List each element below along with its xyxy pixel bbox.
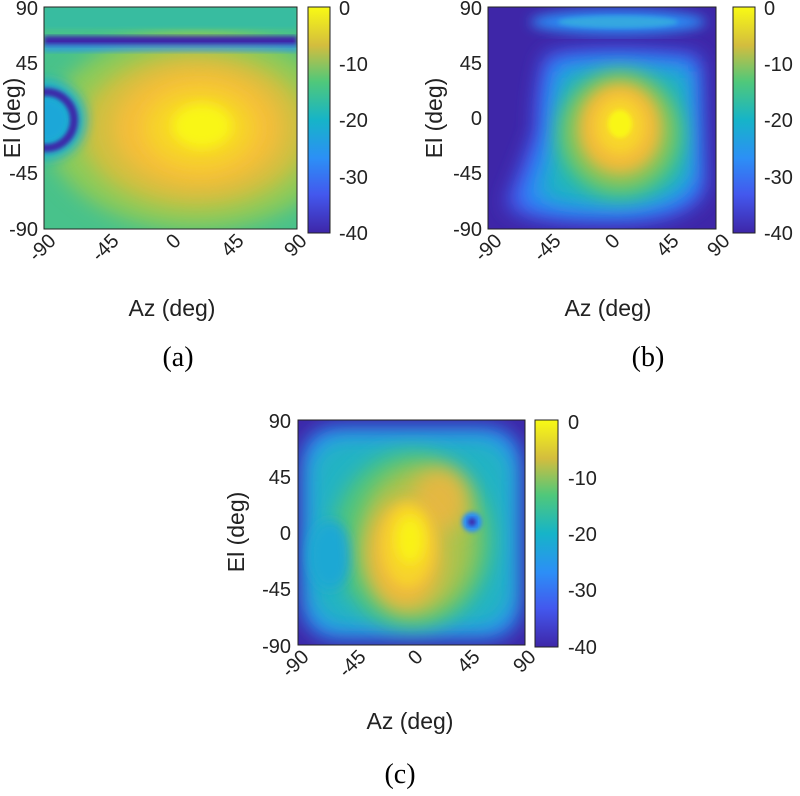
ylabel-a: El (deg)	[0, 78, 25, 159]
colorbar-c	[534, 419, 559, 648]
colorbar-tick-label: -30	[764, 167, 793, 189]
heatmap-c	[298, 420, 525, 645]
colorbar-tick-label: -40	[764, 223, 793, 245]
ytick-label: 45	[269, 467, 291, 489]
xtick-label: 0	[601, 230, 624, 253]
ylabel-c: El (deg)	[223, 492, 249, 573]
xtick-label: 90	[280, 230, 311, 261]
colorbar-tick-label: -20	[339, 110, 368, 132]
ytick-label: -90	[453, 219, 482, 241]
colorbar-b	[732, 6, 756, 234]
colorbar-tick-label: 0	[764, 0, 775, 20]
colorbar-a	[307, 6, 331, 234]
colorbar-tick-label: -30	[339, 167, 368, 189]
ytick-label: 45	[460, 53, 482, 75]
xticks-b: -90 -45 0 45 90	[471, 230, 735, 266]
xlabel-a: Az (deg)	[129, 295, 216, 321]
panel-b: 90 45 0 -45 -90 -90 -45 0 45 90 Az (deg)…	[421, 0, 793, 373]
ylabel-b: El (deg)	[421, 78, 447, 159]
heatmap-a	[44, 7, 297, 229]
xtick-label: 0	[404, 646, 427, 669]
caption-a: (a)	[162, 342, 193, 373]
colorbar-tick-label: -40	[568, 637, 597, 659]
colorbar-ticks-a: 0 -10 -20 -30 -40	[339, 0, 368, 245]
caption-b: (b)	[632, 342, 665, 373]
yticks-b: 90 45 0 -45 -90	[453, 0, 482, 241]
colorbar-tick-label: -10	[339, 54, 368, 76]
colorbar-ticks-b: 0 -10 -20 -30 -40	[764, 0, 793, 245]
axes-frame-a	[43, 6, 298, 230]
ytick-label: -90	[262, 636, 291, 658]
yticks-a: 90 45 0 -45 -90	[9, 0, 38, 241]
xtick-label: 45	[453, 646, 484, 677]
ytick-label: -90	[9, 219, 38, 241]
xtick-label: 90	[703, 230, 734, 261]
yticks-c: 90 45 0 -45 -90	[262, 411, 291, 658]
colorbar-tick-label: -20	[764, 110, 793, 132]
xtick-label: -45	[530, 230, 566, 266]
colorbar-tick-label: 0	[568, 412, 579, 434]
colorbar-ticks-c: 0 -10 -20 -30 -40	[568, 412, 597, 659]
xtick-label: -45	[335, 646, 371, 682]
ytick-label: 90	[269, 411, 291, 433]
xlabel-c: Az (deg)	[367, 708, 454, 734]
panel-a: 90 45 0 -45 -90 -90 -45 0 45 90 Az (deg)…	[0, 0, 368, 373]
xticks-c: -90 -45 0 45 90	[278, 646, 541, 682]
ytick-label: -45	[9, 163, 38, 185]
colorbar-tick-label: 0	[339, 0, 350, 20]
colorbar-tick-label: -30	[568, 580, 597, 602]
caption-c: (c)	[384, 759, 415, 790]
colorbar-tick-label: -10	[568, 468, 597, 490]
colorbar-tick-label: -20	[568, 524, 597, 546]
xticks-a: -90 -45 0 45 90	[25, 230, 312, 266]
xlabel-b: Az (deg)	[565, 295, 652, 321]
xtick-label: 45	[652, 230, 683, 261]
colorbar-tick-label: -10	[764, 54, 793, 76]
colorbar-tick-label: -40	[339, 223, 368, 245]
axes-frame-b	[487, 6, 717, 230]
ytick-label: 90	[16, 0, 38, 20]
ytick-label: 90	[460, 0, 482, 20]
xtick-label: -45	[88, 230, 124, 266]
axes-frame-c	[297, 419, 526, 646]
xtick-label: 0	[162, 230, 185, 253]
ytick-label: -45	[453, 163, 482, 185]
ytick-label: -45	[262, 579, 291, 601]
ytick-label: 0	[280, 523, 291, 545]
ytick-label: 45	[16, 53, 38, 75]
ytick-label: 0	[27, 108, 38, 130]
xtick-label: 45	[217, 230, 248, 261]
heatmap-b	[488, 7, 716, 229]
ytick-label: 0	[471, 108, 482, 130]
xtick-label: 90	[509, 646, 540, 677]
panel-c: 90 45 0 -45 -90 -90 -45 0 45 90 Az (deg)…	[223, 411, 597, 790]
